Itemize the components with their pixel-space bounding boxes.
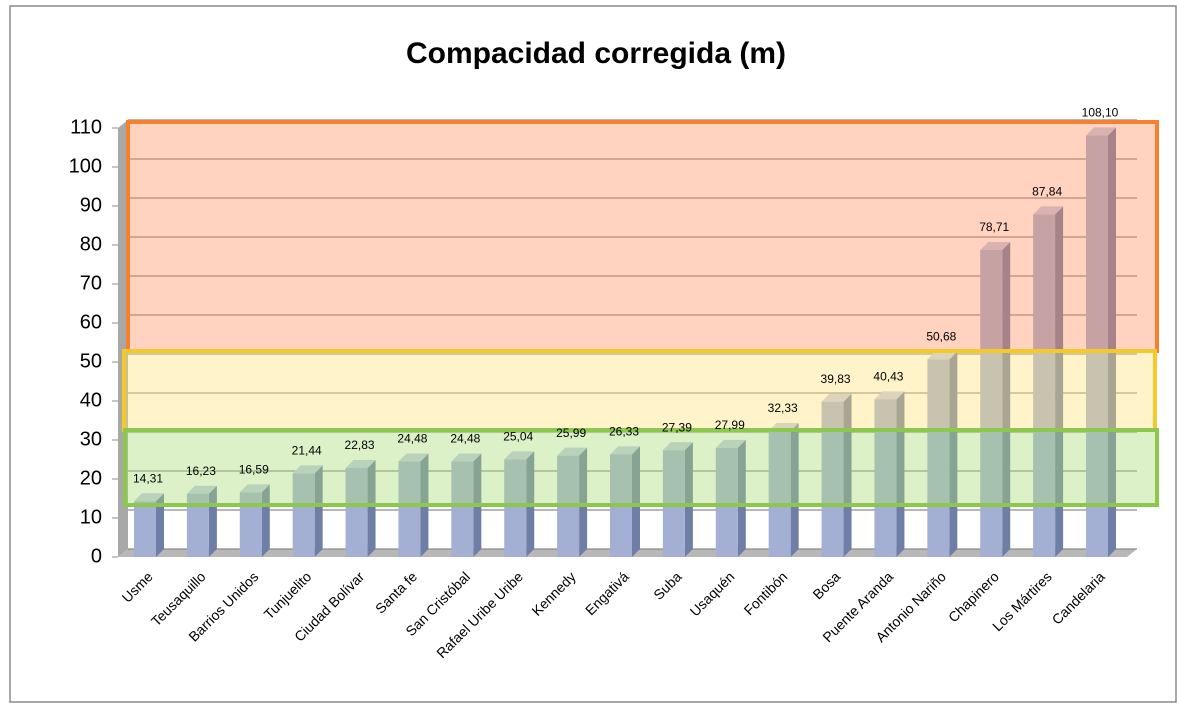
data-label: 21,44 (292, 444, 322, 458)
bar (1033, 214, 1056, 557)
data-label: 14,31 (133, 471, 163, 485)
bar-side (367, 459, 376, 557)
bar-top (1086, 127, 1116, 136)
bar-top (186, 485, 217, 494)
bar-top (821, 393, 852, 402)
bar-top (980, 242, 1011, 251)
bar-top (662, 442, 693, 451)
bar (345, 467, 368, 557)
y-tick-label: 60 (80, 311, 102, 333)
bar (927, 359, 950, 557)
data-label: 108,10 (1082, 106, 1119, 120)
bar (186, 493, 209, 557)
y-tick-label: 70 (80, 272, 102, 294)
data-label: 40,43 (873, 369, 903, 383)
bar-side (261, 484, 270, 557)
bar-top (874, 391, 905, 400)
bar (504, 459, 527, 557)
bar-top (134, 493, 164, 502)
bar-side (156, 493, 164, 557)
data-label: 32,33 (768, 401, 798, 415)
y-tick-label: 0 (91, 545, 102, 567)
data-label: 22,83 (345, 438, 375, 452)
bar-top (557, 447, 588, 456)
y-tick-label: 110 (70, 116, 102, 138)
bar-side (1055, 206, 1064, 557)
bar (874, 399, 897, 557)
data-label: 24,48 (397, 432, 427, 446)
y-tick-label: 50 (80, 350, 102, 372)
bar-top (345, 459, 376, 468)
bar-side (896, 391, 905, 557)
data-label: 25,99 (556, 426, 586, 440)
bars (134, 127, 1116, 557)
bar (1086, 135, 1108, 557)
data-label: 78,71 (979, 220, 1009, 234)
data-label: 24,48 (450, 432, 480, 446)
chart-title: Compacidad corregida (m) (406, 37, 786, 70)
bar (451, 461, 474, 557)
y-tick-label: 80 (80, 233, 102, 255)
bar-side (737, 439, 746, 557)
bar (239, 492, 262, 557)
bar-side (632, 446, 640, 557)
y-tick-label: 100 (69, 155, 102, 177)
data-label: 27,39 (662, 420, 692, 434)
bar (134, 501, 156, 557)
y-tick-label: 40 (80, 389, 102, 411)
bar-side (1002, 242, 1011, 557)
data-label: 39,83 (821, 372, 851, 386)
data-label: 25,04 (503, 430, 533, 444)
bar-side (314, 465, 323, 557)
bar-top (927, 351, 958, 360)
bar (715, 447, 738, 557)
bar-top (610, 446, 640, 455)
data-label: 87,84 (1032, 185, 1062, 199)
bar-side (843, 393, 852, 557)
data-label: 16,23 (186, 464, 216, 478)
bar (980, 250, 1003, 557)
bar-side (790, 422, 799, 557)
low-zone (123, 428, 1159, 507)
bar (821, 401, 844, 557)
bar (398, 461, 421, 557)
bar-top (715, 439, 746, 448)
data-label: 16,59 (239, 462, 269, 476)
bar-side (684, 442, 693, 557)
bar-top (239, 484, 270, 493)
bar-side (1108, 127, 1116, 557)
bar (768, 430, 791, 557)
mid-zone (122, 349, 1157, 432)
bar-top (451, 453, 482, 462)
y-tick-label: 90 (80, 194, 102, 216)
bar-top (292, 465, 323, 474)
bar-side (579, 447, 588, 557)
data-label: 27,99 (715, 418, 745, 432)
bar-top (504, 451, 535, 460)
y-tick-label: 30 (80, 428, 102, 450)
data-label: 50,68 (926, 330, 956, 344)
y-tick-label: 20 (80, 467, 102, 489)
y-tick-label: 10 (80, 506, 102, 528)
high-zone (126, 120, 1159, 353)
bar-top (398, 453, 429, 462)
bar-top (1033, 206, 1064, 215)
data-label: 26,33 (609, 424, 639, 438)
bar (292, 473, 315, 557)
